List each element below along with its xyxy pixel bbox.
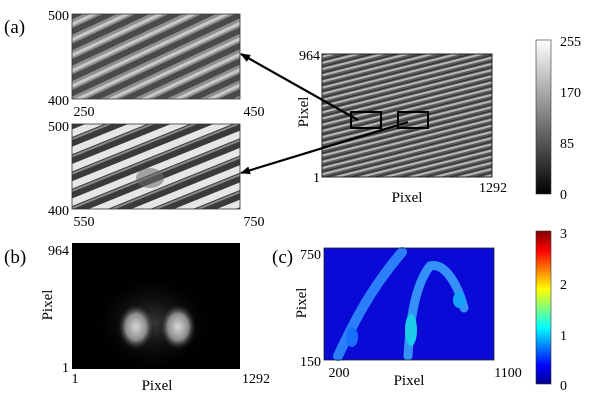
panel-c-y-title: Pixel: [294, 288, 310, 319]
colorbar-gray-tick-255: 255: [560, 35, 581, 50]
panel-b-y-max: 964: [48, 244, 69, 259]
panel-c-x-min: 200: [329, 366, 350, 381]
inset-bottom-x-min: 550: [74, 215, 95, 230]
colorbar-gray: 255 170 85 0: [535, 35, 581, 203]
colorbar-jet-bar: [535, 230, 552, 385]
colorbar-gray-tick-0: 0: [560, 188, 567, 203]
hologram-y-title: Pixel: [296, 97, 312, 128]
hologram-panel: 964 1 1292 Pixel Pixel: [296, 49, 507, 206]
arrow-to-inset-top: [240, 53, 359, 121]
hologram-y-max: 964: [299, 49, 320, 64]
colorbar-gray-tick-170: 170: [560, 86, 581, 101]
panel-b-blob-right: [159, 303, 197, 351]
panel-b-y-min: 1: [62, 361, 69, 376]
colorbar-gray-tick-85: 85: [560, 137, 574, 152]
inset-bottom-y-max: 500: [48, 120, 69, 135]
hologram-x-title: Pixel: [392, 190, 423, 206]
inset-top-y-min: 400: [48, 94, 69, 109]
inset-bottom-y-min: 400: [48, 204, 69, 219]
inset-top-image: [72, 14, 240, 99]
panel-b-y-title: Pixel: [40, 290, 56, 321]
colorbar-jet-tick-1: 1: [560, 329, 567, 344]
inset-bottom-x-max: 750: [244, 215, 265, 230]
arrow-to-inset-bottom: [240, 120, 409, 175]
inset-top-y-max: 500: [48, 9, 69, 24]
inset-bottom-image: [72, 124, 240, 209]
colorbar-jet-tick-2: 2: [560, 278, 567, 293]
panel-b-x-max: 1292: [242, 372, 270, 387]
panel-label-c: (c): [272, 247, 293, 268]
inset-top: 500 400 250 450: [48, 9, 265, 120]
panel-c-y-min: 150: [300, 355, 321, 370]
panel-c-y-max: 750: [300, 248, 321, 263]
colorbar-jet-tick-3: 3: [560, 227, 567, 242]
panel-label-a: (a): [4, 17, 25, 38]
inset-bottom: 500 400 550 750: [48, 120, 265, 230]
panel-label-b: (b): [4, 247, 26, 268]
panel-b: 964 1 1 1292 Pixel Pixel: [40, 243, 270, 394]
panel-c-x-title: Pixel: [394, 373, 425, 389]
panel-c-ridge-left: [333, 247, 407, 361]
panel-b-blob-left: [117, 303, 155, 351]
colorbar-gray-bar: [535, 39, 552, 195]
inset-top-x-max: 450: [244, 105, 265, 120]
hologram-x-max: 1292: [479, 181, 507, 196]
roi-box-left: [350, 111, 382, 129]
colorbar-jet: 3 2 1 0: [535, 227, 567, 394]
hologram-image: [322, 54, 492, 177]
hologram-y-min: 1: [313, 171, 320, 186]
panel-c: 750 150 200 1100 Pixel Pixel: [294, 247, 522, 389]
panel-c-x-max: 1100: [494, 366, 521, 381]
panel-b-x-min: 1: [72, 372, 79, 387]
panel-b-x-title: Pixel: [142, 378, 173, 394]
inset-top-x-min: 250: [74, 105, 95, 120]
roi-box-right: [397, 111, 429, 129]
colorbar-jet-tick-0: 0: [560, 379, 567, 394]
